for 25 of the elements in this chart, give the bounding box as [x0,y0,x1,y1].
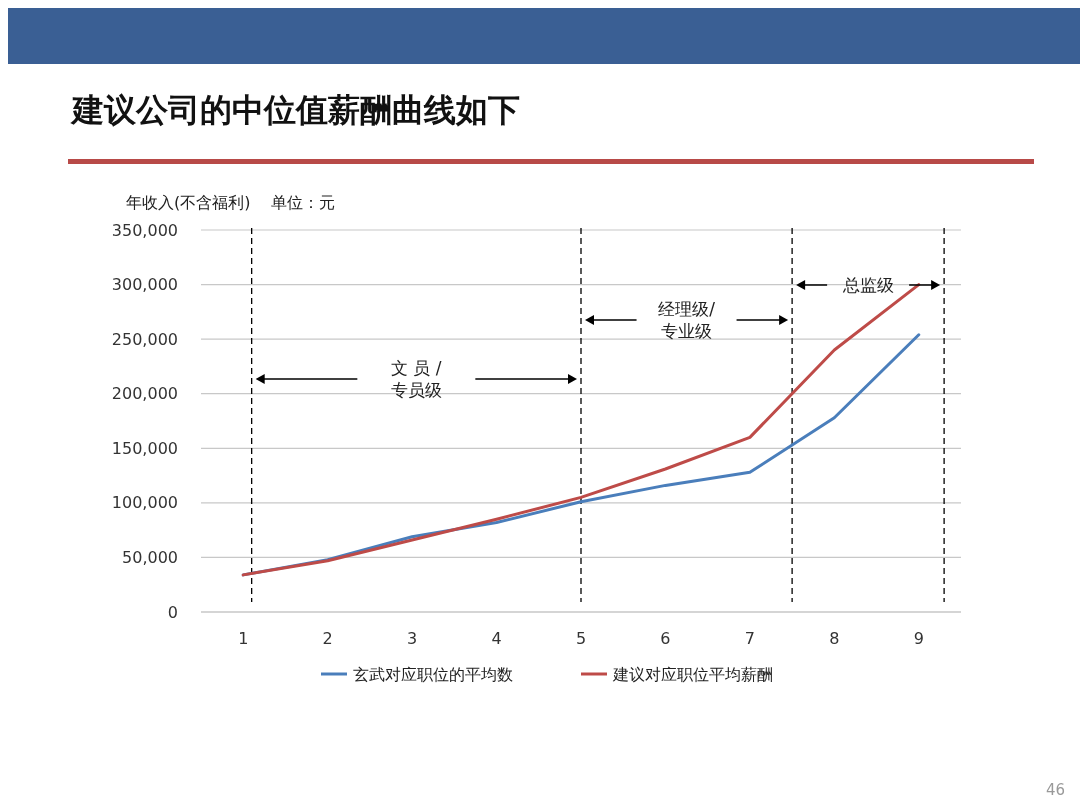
chart-title: 建议公司的中位值薪酬曲线如下 [70,91,520,129]
x-tick-label: 6 [660,628,671,648]
x-tick-label: 7 [744,628,755,648]
annotation: 文 员 / 专员级 [390,357,442,401]
y-tick-label: 50,000 [122,548,178,568]
x-tick-label: 4 [491,628,502,648]
legend-label: 建议对应职位平均薪酬 [612,664,773,684]
x-tick-label: 3 [407,628,418,648]
y-tick-label: 300,000 [111,275,178,295]
x-tick-label: 9 [913,628,924,648]
x-tick-label: 5 [575,628,587,648]
annotation: 经理级/ 专业级 [658,298,716,342]
y-tick-label: 250,000 [111,329,178,349]
y-tick-label: 150,000 [111,438,178,458]
y-tick-label: 350,000 [111,220,178,240]
x-tick-label: 2 [322,628,333,648]
y-tick-label: 0 [167,602,178,622]
y-axis-title: 年收入(不含福利) 单位：元 [126,193,335,212]
annotation: 总监级 [841,274,894,295]
x-tick-label: 8 [829,628,840,648]
y-tick-label: 100,000 [111,493,178,513]
text: 46 [1045,781,1065,799]
x-tick-label: 1 [238,628,249,648]
legend-label: 玄武对应职位的平均数 [353,664,513,684]
y-tick-label: 200,000 [111,384,178,404]
